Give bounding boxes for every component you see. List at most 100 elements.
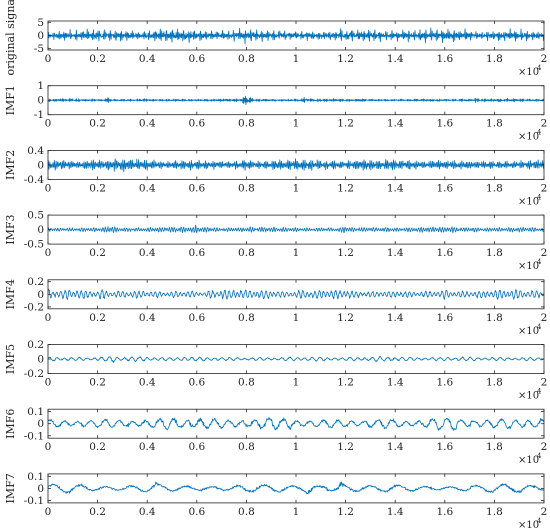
x-multiplier-exponent: 4 <box>537 258 542 266</box>
x-tick-label: 1.2 <box>337 53 354 65</box>
x-tick-label: 2 <box>541 53 548 65</box>
x-tick-label: 1.4 <box>387 506 404 518</box>
y-axis-label: IMF5 <box>4 344 17 374</box>
x-tick-label: 2 <box>541 377 548 389</box>
signal-trace <box>47 27 545 45</box>
x-tick-label: 0.8 <box>238 247 255 259</box>
x-tick-label: 1 <box>293 53 300 65</box>
x-tick-label: 0.8 <box>238 506 255 518</box>
x-multiplier: ×10 <box>518 196 539 207</box>
x-multiplier: ×10 <box>518 261 539 272</box>
y-axis-label: IMF4 <box>4 279 17 309</box>
x-multiplier: ×10 <box>518 326 539 337</box>
y-tick-label: 0 <box>37 418 44 430</box>
x-tick-label: 1.6 <box>436 312 453 324</box>
x-tick-label: 1.6 <box>436 377 453 389</box>
x-tick-label: 1.2 <box>337 182 354 194</box>
x-tick-label: 1 <box>293 118 300 130</box>
x-tick-label: 1 <box>293 182 300 194</box>
x-tick-label: 1.2 <box>337 377 354 389</box>
x-tick-label: 1 <box>293 441 300 453</box>
x-tick-label: 0.8 <box>238 377 255 389</box>
signal-trace <box>47 288 545 300</box>
signal-trace <box>47 158 545 173</box>
x-tick-label: 1.8 <box>486 118 503 130</box>
x-tick-label: 1.4 <box>387 377 404 389</box>
x-tick-label: 1.4 <box>387 312 404 324</box>
y-tick-label: 0.2 <box>27 276 44 288</box>
x-multiplier: ×10 <box>518 132 539 143</box>
x-tick-label: 2 <box>541 118 548 130</box>
x-tick-label: 0.4 <box>139 118 156 130</box>
y-tick-label: 0 <box>37 354 44 366</box>
x-multiplier-exponent: 4 <box>537 388 542 396</box>
x-multiplier: ×10 <box>518 391 539 402</box>
y-tick-label: -5 <box>34 43 44 55</box>
subplot-imf2: 0 0.2 0.4 0.6 0.8 1 1.2 1.4 1.6 1.8 20.40-0.4IMF2×… <box>4 145 547 208</box>
x-tick-label: 0.6 <box>188 182 205 194</box>
x-tick-label: 0.2 <box>89 377 106 389</box>
x-tick-label: 0.4 <box>139 441 156 453</box>
x-tick-label: 1.8 <box>486 182 503 194</box>
x-tick-label: 0 <box>45 312 52 324</box>
x-multiplier-exponent: 4 <box>537 64 542 72</box>
x-tick-label: 0.2 <box>89 53 106 65</box>
x-tick-label: 2 <box>541 247 548 259</box>
x-tick-label: 0.2 <box>89 247 106 259</box>
subplot-imf4: 0 0.2 0.4 0.6 0.8 1 1.2 1.4 1.6 1.8 20.20-0.2IMF4×… <box>4 276 547 337</box>
subplot-imf7: 0 0.2 0.4 0.6 0.8 1 1.2 1.4 1.6 1.8 20.10-0.1IMF7×… <box>4 471 547 531</box>
y-axis-label: IMF1 <box>4 85 17 115</box>
x-tick-label: 1.8 <box>486 506 503 518</box>
y-tick-label: 0 <box>37 95 44 107</box>
axes-frame <box>47 279 545 310</box>
y-axis-label: IMF3 <box>4 214 17 244</box>
signal-trace <box>47 417 545 431</box>
x-multiplier: ×10 <box>518 67 539 78</box>
x-tick-label: 1.2 <box>337 441 354 453</box>
x-tick-label: 0.6 <box>188 506 205 518</box>
y-tick-label: 0 <box>37 159 44 171</box>
x-tick-label: 1.2 <box>337 118 354 130</box>
y-tick-label: -0.2 <box>24 368 44 380</box>
x-tick-label: 0.8 <box>238 312 255 324</box>
x-multiplier-exponent: 4 <box>537 129 542 137</box>
x-tick-label: 0.4 <box>139 247 156 259</box>
x-tick-label: 0 <box>45 118 52 130</box>
x-tick-label: 1.4 <box>387 247 404 259</box>
x-tick-label: 0.4 <box>139 377 156 389</box>
y-tick-label: -0.4 <box>24 174 45 186</box>
x-tick-label: 0.2 <box>89 118 106 130</box>
x-multiplier-exponent: 4 <box>537 323 542 331</box>
y-tick-label: 0 <box>37 224 44 236</box>
x-tick-label: 0.2 <box>89 312 106 324</box>
x-tick-label: 0.4 <box>139 53 156 65</box>
x-tick-label: 0.6 <box>188 53 205 65</box>
x-tick-label: 1.6 <box>436 506 453 518</box>
y-tick-label: -0.1 <box>24 495 44 507</box>
x-tick-label: 1.8 <box>486 441 503 453</box>
x-tick-label: 1.2 <box>337 247 354 259</box>
x-tick-label: 2 <box>541 506 548 518</box>
x-tick-label: 0.6 <box>188 377 205 389</box>
x-tick-label: 0 <box>45 53 52 65</box>
subplot-imf6: 0 0.2 0.4 0.6 0.8 1 1.2 1.4 1.6 1.8 20.10-0.1IMF6×… <box>4 406 547 466</box>
x-tick-label: 0 <box>45 377 52 389</box>
x-multiplier-exponent: 4 <box>537 193 542 201</box>
y-axis-label: IMF7 <box>4 473 17 503</box>
x-tick-label: 0.4 <box>139 182 156 194</box>
x-tick-label: 0.6 <box>188 441 205 453</box>
x-tick-label: 0.4 <box>139 312 156 324</box>
x-tick-label: 0.8 <box>238 53 255 65</box>
x-tick-label: 1 <box>293 506 300 518</box>
x-tick-label: 1 <box>293 312 300 324</box>
y-tick-label: 1 <box>37 80 44 92</box>
x-tick-label: 1.8 <box>486 312 503 324</box>
x-tick-label: 0.6 <box>188 118 205 130</box>
x-tick-label: 0 <box>45 441 52 453</box>
signal-trace <box>47 355 545 363</box>
x-tick-label: 1.6 <box>436 182 453 194</box>
x-tick-label: 0.8 <box>238 118 255 130</box>
x-tick-label: 1.4 <box>387 118 404 130</box>
x-tick-label: 1.4 <box>387 53 404 65</box>
